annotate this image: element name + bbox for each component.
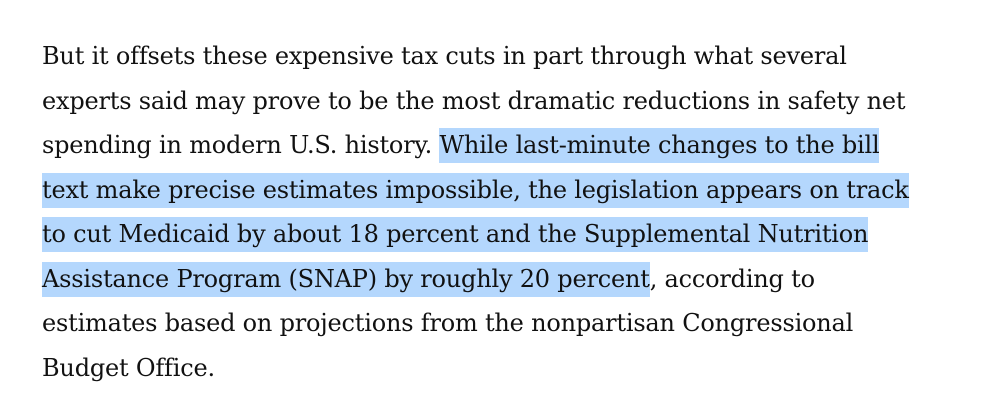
line-text: experts said may prove to be the most dr… <box>42 86 906 115</box>
selected-text[interactable]: While last-minute changes to the bill <box>439 128 880 163</box>
paragraph-line-8: Budget Office. <box>42 346 972 391</box>
line-text: spending in modern U.S. history. <box>42 131 440 159</box>
line-text: , according to <box>649 264 815 293</box>
selected-text[interactable]: to cut Medicaid by about 18 percent and … <box>42 217 868 252</box>
paragraph-line-2: experts said may prove to be the most dr… <box>42 79 972 124</box>
line-text: Budget Office. <box>42 353 215 382</box>
line-text: estimates based on projections from the … <box>42 309 854 337</box>
article-paragraph: But it offsets these expensive tax cuts … <box>42 34 972 390</box>
line-text: But it offsets these expensive tax cuts … <box>42 42 847 70</box>
paragraph-line-7: estimates based on projections from the … <box>42 301 972 346</box>
selected-text[interactable]: text make precise estimates impossible, … <box>42 172 909 208</box>
article-body: But it offsets these expensive tax cuts … <box>42 34 972 390</box>
paragraph-line-6: Assistance Program (SNAP) by roughly 20 … <box>42 257 972 302</box>
paragraph-line-5: to cut Medicaid by about 18 percent and … <box>42 212 972 257</box>
paragraph-line-4: text make precise estimates impossible, … <box>42 168 972 213</box>
paragraph-line-1: But it offsets these expensive tax cuts … <box>42 34 972 79</box>
paragraph-line-3: spending in modern U.S. history. While l… <box>42 123 972 168</box>
selected-text[interactable]: Assistance Program (SNAP) by roughly 20 … <box>42 261 650 297</box>
